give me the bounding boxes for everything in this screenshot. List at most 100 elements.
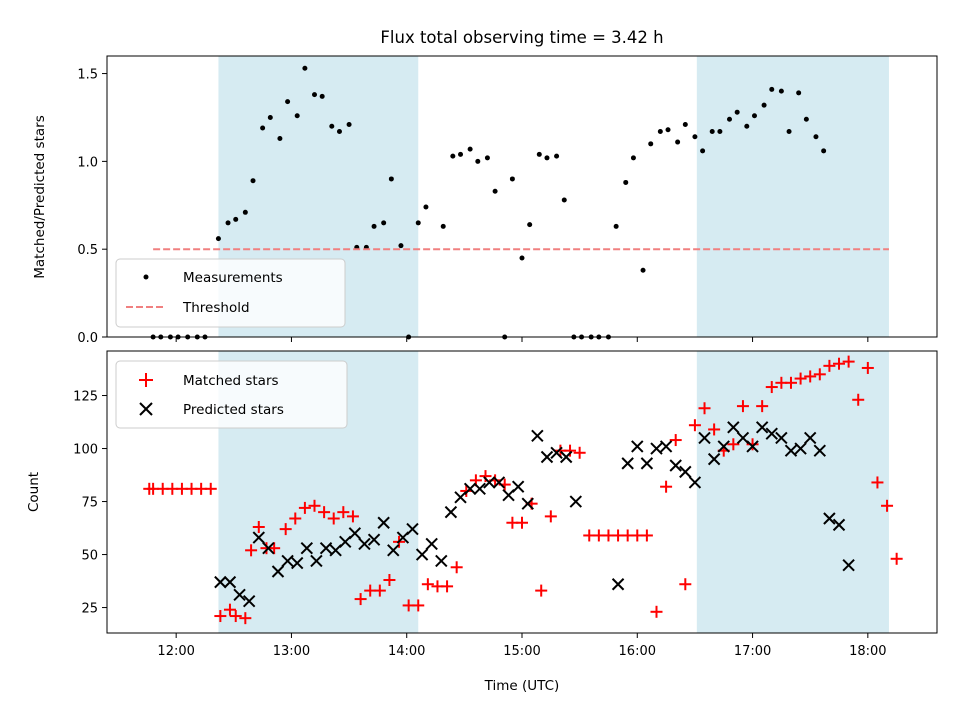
predicted-stars-point xyxy=(559,450,573,464)
predicted-stars-point xyxy=(319,541,333,555)
bottom-legend-box xyxy=(115,360,348,429)
top-panel-marks xyxy=(150,65,889,340)
observing-interval-2 xyxy=(696,351,889,633)
x-tick-label: 15:00 xyxy=(503,644,540,659)
measurement-point xyxy=(492,188,498,194)
measurement-point xyxy=(260,125,266,131)
measurement-point xyxy=(571,334,577,340)
predicted-stars-point xyxy=(492,476,506,489)
matched-stars-point xyxy=(756,400,769,413)
measurement-point xyxy=(778,88,784,94)
matched-stars-point xyxy=(214,610,227,623)
predicted-stars-point xyxy=(348,527,362,540)
predicted-stars-point xyxy=(291,556,304,570)
predicted-stars-point xyxy=(688,476,702,489)
y-tick-label: 0.0 xyxy=(77,331,98,346)
bottom-panel-marks xyxy=(143,355,903,625)
legend-predicted-label: Predicted stars xyxy=(183,402,284,418)
measurement-point xyxy=(371,223,377,229)
predicted-stars-point xyxy=(223,575,237,589)
predicted-stars-point xyxy=(444,505,458,519)
measurement-point xyxy=(423,204,429,210)
measurement-point xyxy=(692,134,698,140)
measurement-point xyxy=(588,334,594,340)
matched-stars-point xyxy=(833,357,846,370)
predicted-stars-point xyxy=(521,497,534,510)
matched-stars-point xyxy=(318,506,331,519)
predicted-stars-point xyxy=(569,495,583,508)
predicted-stars-point xyxy=(784,444,798,457)
measurement-point xyxy=(561,197,567,203)
predicted-stars-point xyxy=(281,554,294,568)
matched-stars-point xyxy=(535,584,548,597)
y-tick-label: 50 xyxy=(81,549,98,564)
measurement-point xyxy=(458,151,464,157)
matched-stars-point xyxy=(813,368,826,381)
matched-stars-point xyxy=(736,400,749,413)
x-tick-label: 12:00 xyxy=(157,644,194,659)
predicted-stars-point xyxy=(746,440,759,453)
x-tick-label: 16:00 xyxy=(619,644,656,659)
predicted-stars-point xyxy=(511,480,525,493)
measurement-point xyxy=(242,209,248,215)
matched-stars-point xyxy=(727,438,740,451)
measurement-point xyxy=(821,148,827,154)
measurement-point xyxy=(640,267,646,273)
matched-stars-point xyxy=(239,612,252,625)
y-tick-label: 1.0 xyxy=(77,155,98,170)
predicted-stars-point xyxy=(679,465,692,479)
measurement-point xyxy=(406,334,412,340)
measurement-point xyxy=(519,255,525,261)
predicted-stars-point xyxy=(377,516,390,529)
measurement-point xyxy=(536,151,542,157)
matched-stars-point xyxy=(794,372,807,385)
measurement-point xyxy=(185,334,191,340)
measurement-point xyxy=(509,176,515,182)
matched-stars-point xyxy=(708,423,721,436)
legend-measurements-marker xyxy=(143,274,149,280)
matched-stars-point xyxy=(544,510,557,523)
matched-stars-point xyxy=(268,542,281,555)
matched-stars-point xyxy=(298,501,311,514)
predicted-stars-point xyxy=(310,554,323,568)
measurement-point xyxy=(450,153,456,159)
measurement-point xyxy=(336,129,342,135)
measurement-point xyxy=(158,334,164,340)
predicted-stars-point xyxy=(611,578,625,591)
measurement-point xyxy=(277,136,283,142)
matched-stars-point xyxy=(650,605,663,618)
matched-stars-point xyxy=(289,512,302,525)
measurement-point xyxy=(675,139,681,145)
x-tick-label: 18:00 xyxy=(849,644,886,659)
measurement-point xyxy=(175,334,181,340)
measurement-point xyxy=(250,178,256,184)
y-tick-label: 100 xyxy=(73,443,98,458)
y-tick-label: 1.5 xyxy=(77,68,98,83)
measurement-point xyxy=(709,129,715,135)
bottom-y-axis: 25 50 75 100 125 xyxy=(73,390,107,617)
measurement-point xyxy=(312,92,317,98)
predicted-stars-point xyxy=(252,531,265,544)
matched-stars-point xyxy=(327,512,340,525)
measurement-point xyxy=(398,243,404,249)
measurement-point xyxy=(502,334,508,340)
y-tick-label: 125 xyxy=(73,390,98,405)
predicted-stars-point xyxy=(387,544,400,557)
predicted-stars-point xyxy=(425,537,438,551)
matched-stars-point xyxy=(698,402,711,415)
matched-stars-point xyxy=(516,516,528,529)
observing-interval-2 xyxy=(696,56,889,337)
measurement-point xyxy=(285,99,291,105)
matched-stars-point xyxy=(421,578,434,591)
measurement-point xyxy=(554,153,560,159)
predicted-stars-point xyxy=(406,522,419,536)
predicted-stars-point xyxy=(415,548,429,561)
predicted-stars-point xyxy=(659,440,673,453)
measurement-point xyxy=(623,179,629,185)
matched-stars-point xyxy=(679,578,692,591)
measurement-point xyxy=(605,334,611,340)
measurement-point xyxy=(613,223,619,229)
predicted-stars-point xyxy=(842,558,855,572)
bottom-x-axis: 12:00 13:00 14:00 15:00 16:00 17:00 18:00 xyxy=(157,633,887,659)
matched-stars-point xyxy=(640,529,653,542)
